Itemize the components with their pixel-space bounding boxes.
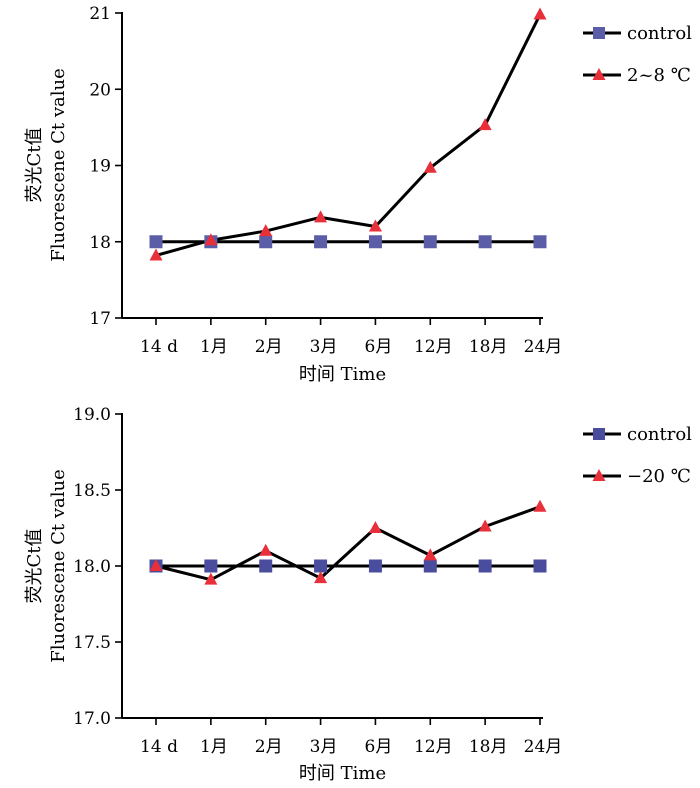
x-tick-label: 18月 [469,337,508,357]
data-point-control [423,559,437,573]
x-tick-label: 2月 [255,337,283,357]
x-tick-label: 2月 [255,737,283,757]
legend-marker-square [593,27,605,39]
chart-bottom: 17.0 17.5 18.0 18.5 19.0 14 d 1月 2月 3月 6月 12月 18月 24… [24,405,692,784]
y-tick-label: 20 [89,80,111,100]
data-point-control [259,559,273,573]
data-point-treatment [204,233,218,246]
legend-marker-triangle [592,469,606,481]
data-point-control [314,235,328,249]
data-point-treatment [149,248,163,261]
y-tick-label: 18.5 [73,481,111,501]
data-point-control [478,235,492,249]
x-tick-label: 1月 [200,337,228,357]
data-point-treatment [204,572,218,585]
data-point-treatment [478,118,492,131]
legend-label: 2~8 ℃ [627,65,691,86]
legend-label: −20 ℃ [627,466,691,487]
data-point-control [204,559,218,573]
y-axis-title-en: Fluorescene Ct value [48,469,69,663]
x-tick-label: 1月 [200,737,228,757]
data-point-treatment [368,521,382,533]
data-point-treatment [478,519,492,532]
data-point-control [533,559,547,573]
y-axis-title-en: Fluorescene Ct value [48,68,69,262]
data-point-treatment [533,7,547,20]
data-point-treatment [314,571,328,584]
data-point-control [314,559,328,573]
y-tick-label: 17.0 [73,709,111,729]
x-tick-label: 24月 [524,737,563,757]
legend-marker-triangle [592,68,606,80]
y-axis-title-cn: 荧光Ct值 [24,528,45,603]
series-line-treatment [155,505,541,582]
data-point-control [423,235,437,249]
x-tick-label: 12月 [414,337,453,357]
x-tick-label: 6月 [365,337,393,357]
data-point-control [259,235,273,249]
data-point-treatment [368,219,382,232]
x-axis-title: 时间 Time [299,364,386,385]
legend-label: control [627,424,692,445]
data-point-treatment [533,499,547,512]
y-tick-label: 18 [89,233,111,253]
data-point-treatment [259,543,273,556]
y-tick-label: 21 [89,4,111,24]
legend-label: control [627,23,692,44]
x-tick-label: 18月 [469,737,508,757]
y-tick-label: 17 [89,309,111,329]
data-point-control [368,559,382,573]
x-tick-label: 3月 [310,737,338,757]
x-axis-title: 时间 Time [299,763,386,784]
series-line-treatment [155,13,542,257]
x-tick-label: 12月 [414,737,453,757]
legend-marker-square [593,428,605,440]
data-point-control [368,235,382,249]
x-tick-label: 14 d [140,737,178,757]
data-point-control [149,235,163,249]
data-point-treatment [423,548,437,561]
x-tick-label: 14 d [140,337,178,357]
y-tick-label: 19.0 [73,405,111,425]
y-tick-label: 18.0 [73,557,111,577]
data-point-treatment [423,160,437,173]
x-tick-label: 24月 [524,337,563,357]
data-point-treatment [149,559,163,571]
data-point-control [478,559,492,573]
data-point-treatment [259,224,273,237]
y-tick-label: 19 [89,157,111,177]
x-tick-label: 6月 [365,737,393,757]
y-tick-label: 17.5 [73,633,111,653]
data-point-treatment [314,210,328,223]
y-axis-title-cn: 荧光Ct值 [24,127,45,202]
data-point-control [533,235,547,249]
x-tick-label: 3月 [310,337,338,357]
